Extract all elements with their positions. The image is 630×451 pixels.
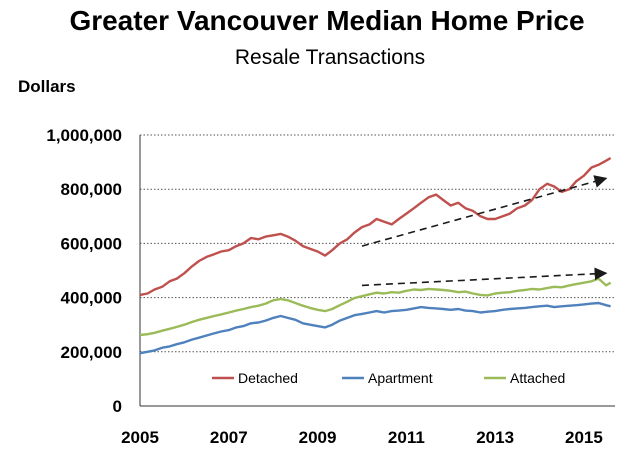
trend-arrows [361,175,608,287]
y-tick-label: 400,000 [61,289,122,308]
y-tick-label: 600,000 [61,234,122,253]
x-tick-labels: 2005 2007 2009 2011 2013 2015 [121,428,603,447]
x-tick-label: 2009 [299,428,337,447]
x-tick-label: 2007 [210,428,248,447]
x-tick-label: 2005 [121,428,159,447]
series-line-detached [139,156,612,297]
y-tick-label: 200,000 [61,343,122,362]
chart-subtitle: Resale Transactions [235,46,425,69]
y-axis-label: Dollars [18,77,76,96]
series-lines [139,156,612,355]
trend-arrow [361,267,608,287]
series-line-apartment [139,301,611,355]
legend-label-detached: Detached [238,370,298,386]
series-line-attached [139,277,612,337]
y-tick-label: 1,000,000 [46,126,122,145]
x-tick-label: 2015 [565,428,603,447]
x-tick-label: 2013 [476,428,514,447]
y-tick-label: 0 [113,397,122,416]
trend-arrow [361,175,608,247]
gridlines [140,134,615,353]
legend-label-attached: Attached [510,370,565,386]
legend-label-apartment: Apartment [368,370,433,386]
x-tick-label: 2011 [388,428,425,447]
chart-title: Greater Vancouver Median Home Price [69,5,584,36]
legend: Detached Apartment Attached [212,370,565,386]
y-tick-label: 800,000 [61,180,122,199]
y-tick-labels: 0 200,000 400,000 600,000 800,000 1,000,000 [46,126,122,416]
